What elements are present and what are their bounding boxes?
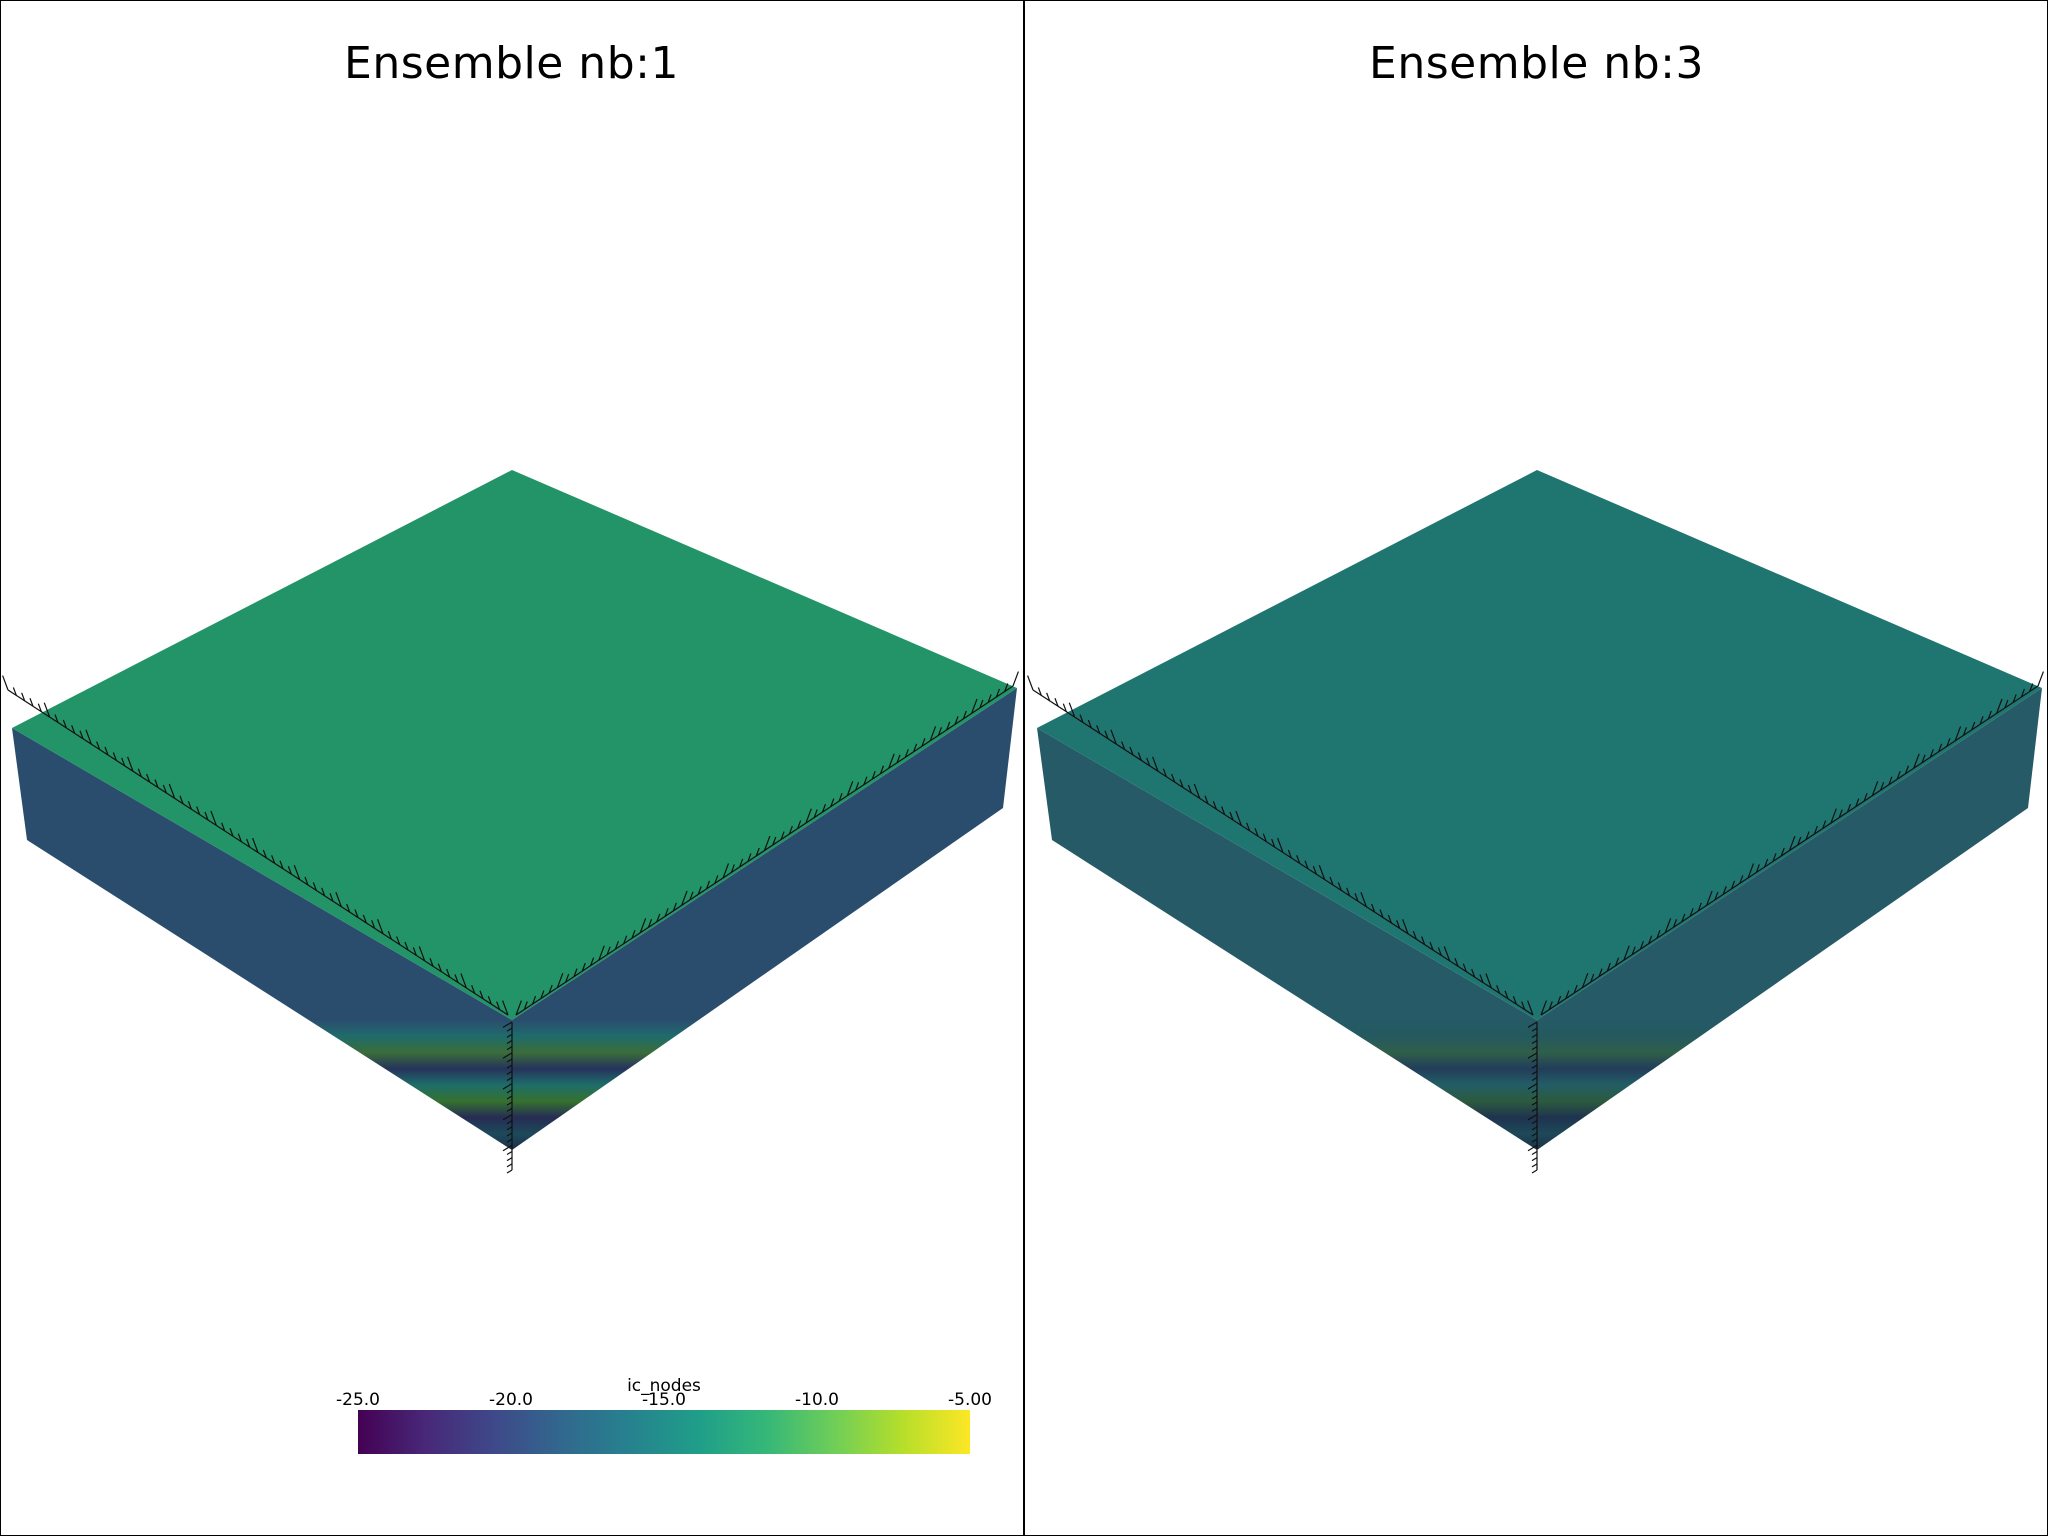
- panel-title: Ensemble nb:3: [1369, 38, 1704, 89]
- axis-ticks: [1027, 671, 2044, 1174]
- colorbar-gradient: [358, 1410, 970, 1454]
- block-3d-render[interactable]: [1025, 0, 2048, 1536]
- block-3d-render[interactable]: [0, 0, 1023, 1536]
- block-top-face: [1037, 470, 2042, 1020]
- viewport-divider: [1023, 0, 1025, 1536]
- block-right-face: [1537, 688, 2042, 1150]
- colorbar-tick: -10.0: [795, 1390, 839, 1410]
- block-right-face: [512, 688, 1017, 1150]
- viewport-ensemble-3[interactable]: Ensemble nb:3: [1025, 0, 2048, 1536]
- block-top-face: [12, 470, 1017, 1020]
- panel-title: Ensemble nb:1: [344, 38, 679, 89]
- colorbar-tick: -5.00: [948, 1390, 992, 1410]
- axis-ticks: [2, 671, 1019, 1174]
- block-left-face: [12, 728, 512, 1150]
- scalar-colorbar: ic_nodes -25.0 -20.0 -15.0 -10.0 -5.00: [336, 1376, 992, 1458]
- colorbar-tick: -20.0: [489, 1390, 533, 1410]
- block-left-face: [1037, 728, 1537, 1150]
- colorbar-title: ic_nodes: [627, 1376, 701, 1396]
- viewport-ensemble-1[interactable]: Ensemble nb:1: [0, 0, 1023, 1536]
- colorbar-tick: -25.0: [336, 1390, 380, 1410]
- colorbar-tick: -15.0: [642, 1390, 686, 1410]
